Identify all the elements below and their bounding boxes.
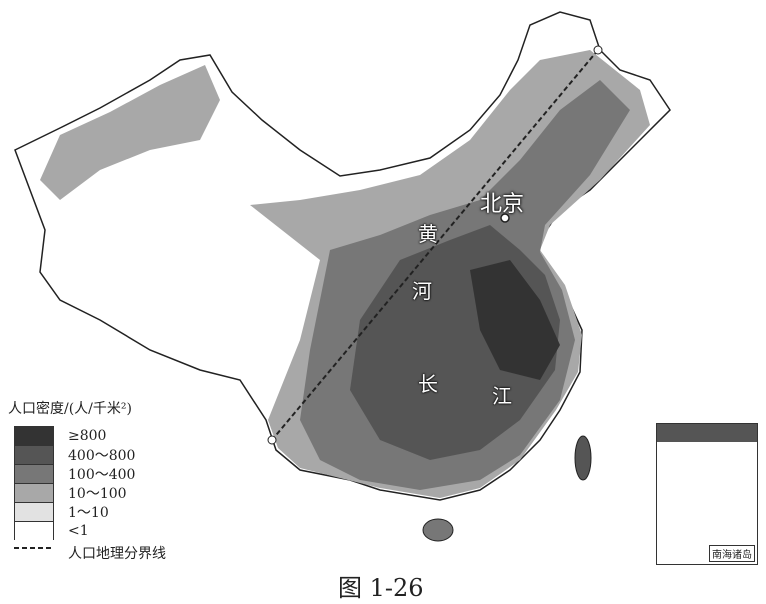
legend-label: 400～800 (68, 447, 136, 464)
legend-label: 10～100 (68, 485, 127, 502)
label-he: 河 (412, 279, 432, 303)
legend-swatch (14, 426, 54, 445)
density-800-plus (470, 260, 560, 380)
legend-title: 人口密度/(人/千米²) (8, 401, 132, 417)
hainan (422, 518, 454, 542)
legend-swatch (14, 502, 54, 521)
legend: 人口密度/(人/千米²) ≥800 400～800 100～400 10～100 1～1… (8, 398, 166, 563)
legend-swatch (14, 483, 54, 502)
legend-item: 100～400 (8, 464, 166, 483)
legend-swatch (14, 445, 54, 464)
label-huang: 黄 (418, 222, 438, 246)
legend-item: <1 (8, 521, 166, 540)
label-chang: 长 (418, 372, 438, 396)
legend-label: <1 (68, 522, 89, 539)
population-divider-line (271, 49, 599, 441)
legend-label: ≥800 (68, 427, 107, 444)
density-10-100-north (40, 65, 220, 200)
beijing-marker (500, 213, 510, 223)
legend-swatch (14, 521, 54, 540)
legend-item: 400～800 (8, 445, 166, 464)
label-jiang: 江 (492, 384, 512, 408)
legend-line-label: 人口地理分界线 (68, 546, 166, 562)
figure-caption: 图 1-26 (338, 574, 424, 602)
tengchong-marker (267, 435, 277, 445)
inset-label: 南海诸岛 (709, 545, 755, 562)
legend-item: 1～10 (8, 502, 166, 521)
legend-item: ≥800 (8, 426, 166, 445)
legend-label: 100～400 (68, 466, 136, 483)
legend-swatch (14, 464, 54, 483)
heihe-marker (593, 45, 603, 55)
label-beijing: 北京 (480, 192, 525, 217)
south-china-sea-inset: 南海诸岛 (656, 423, 758, 565)
legend-label: 1～10 (68, 504, 109, 521)
inset-mainland (657, 424, 757, 442)
legend-item: 10～100 (8, 483, 166, 502)
taiwan (574, 435, 592, 481)
